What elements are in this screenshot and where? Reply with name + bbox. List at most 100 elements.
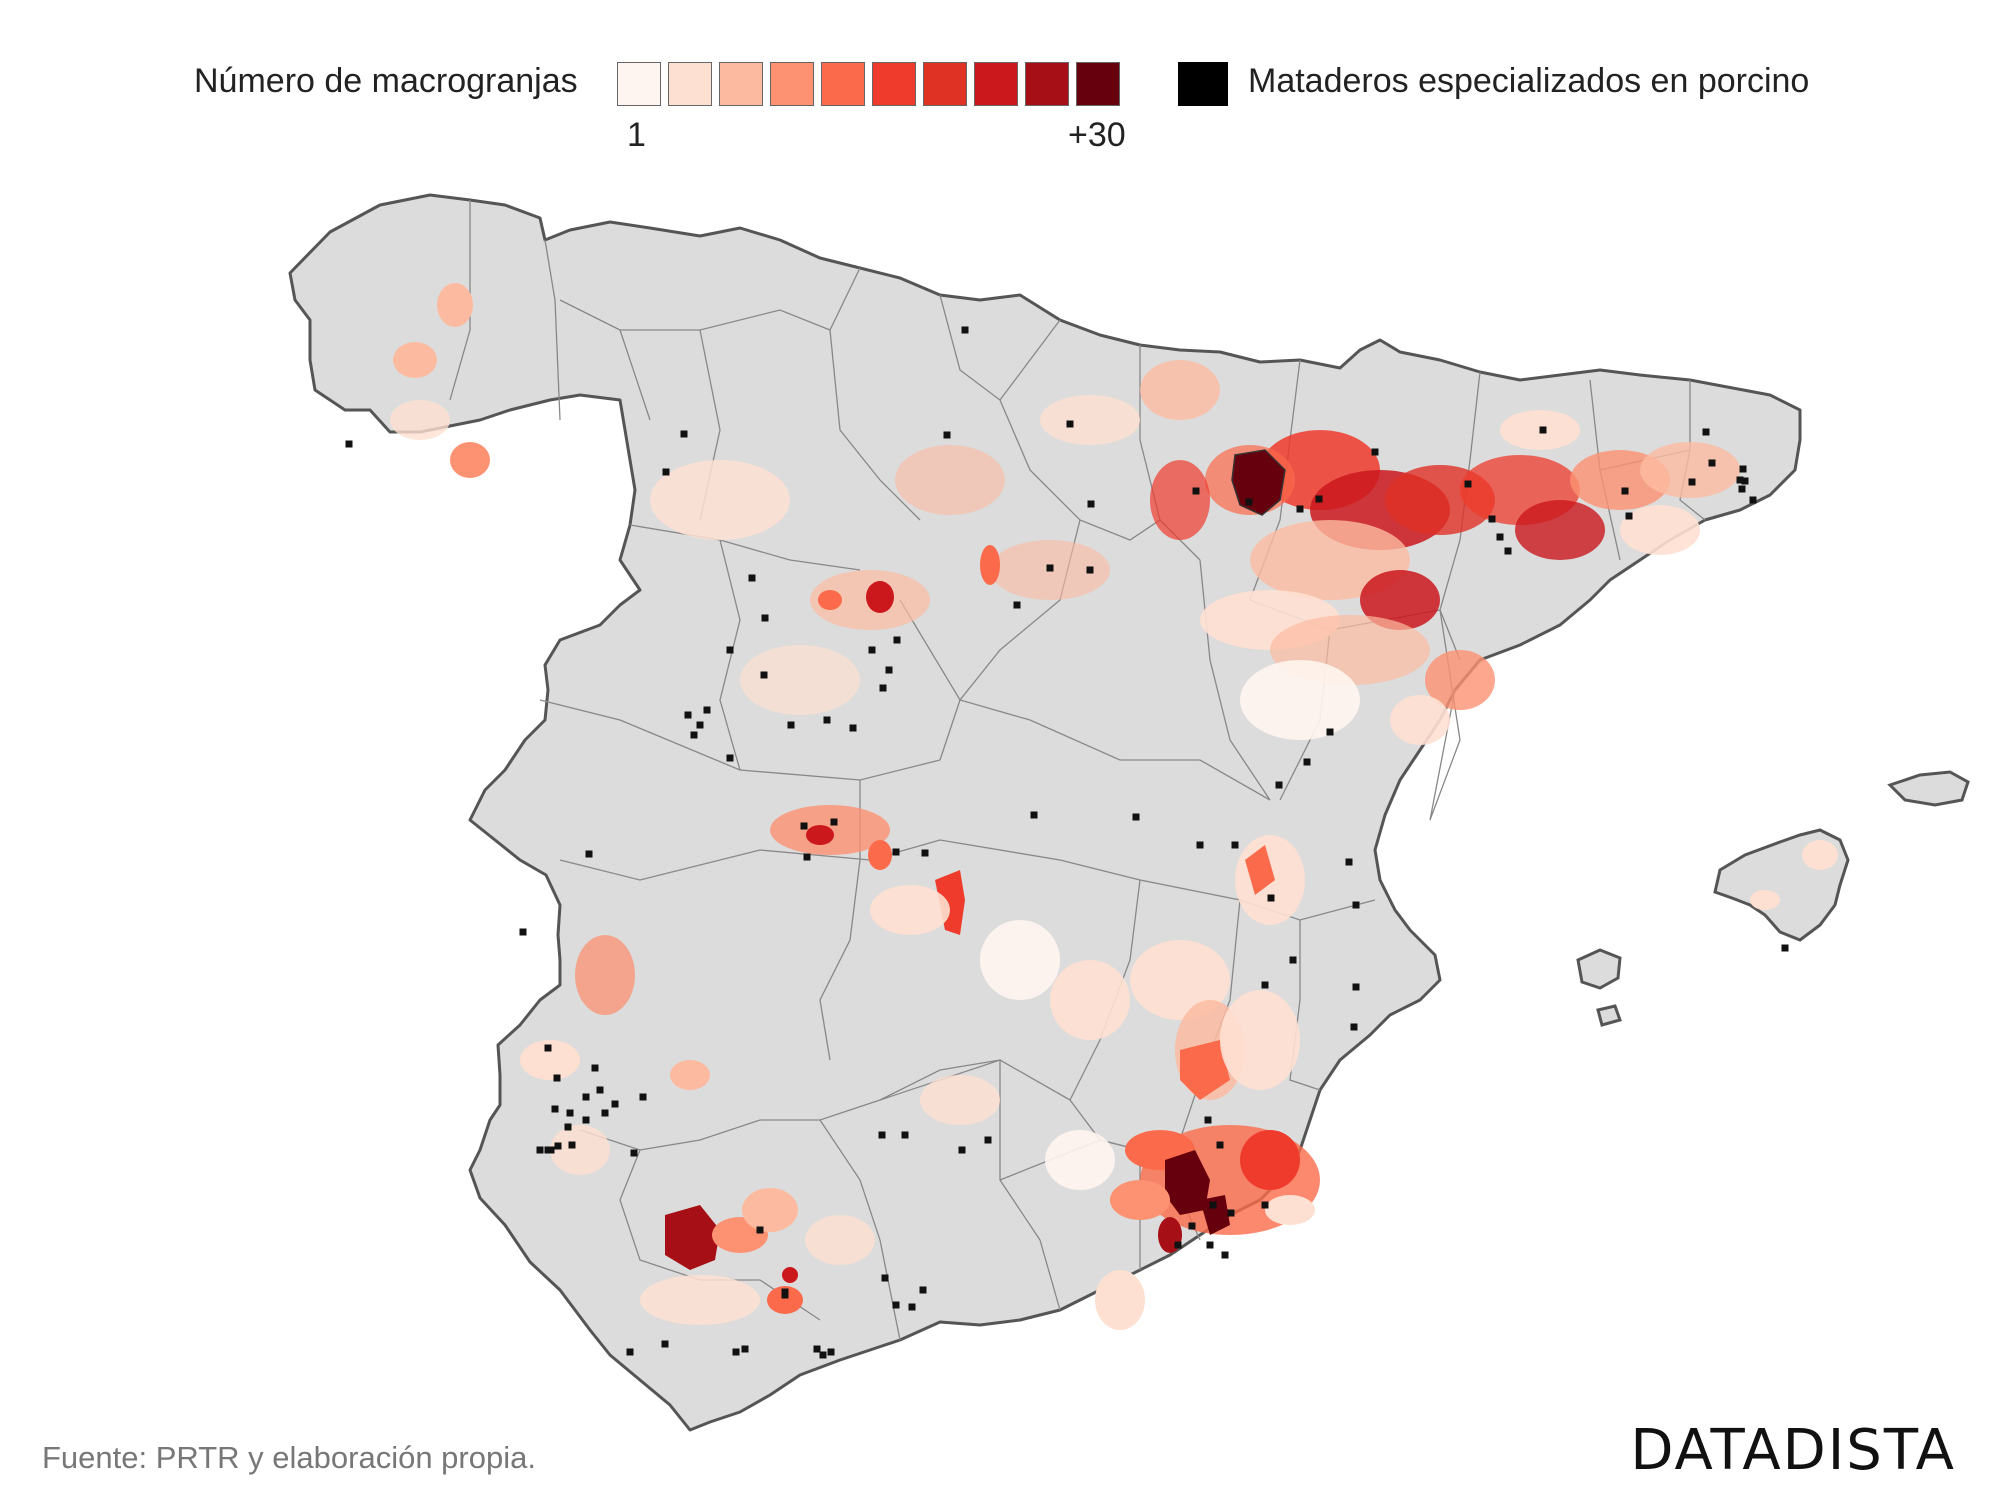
- province-border: [899, 599, 1271, 801]
- slaughterhouse-marker: [819, 1351, 827, 1359]
- slaughterhouse-marker: [748, 574, 756, 582]
- slaughterhouse-marker: [1174, 1241, 1182, 1249]
- slaughterhouse-marker: [1013, 601, 1021, 609]
- slaughterhouse-marker: [1736, 476, 1744, 484]
- slaughterhouse-marker: [760, 671, 768, 679]
- galicia-cluster: [390, 283, 490, 478]
- province-border: [539, 699, 941, 781]
- province-border: [620, 267, 861, 331]
- slaughterhouse-marker: [1345, 858, 1353, 866]
- slaughterhouse-marker: [813, 1345, 821, 1353]
- slaughterhouse-marker: [885, 666, 893, 674]
- slaughterhouse-marker: [1688, 478, 1696, 486]
- slaughterhouse-marker: [1371, 448, 1379, 456]
- red-municipality-toledo: [935, 870, 965, 935]
- castilla-la-mancha-cluster: [770, 805, 1305, 1100]
- slaughterhouse-marker: [921, 849, 929, 857]
- slaughterhouse-marker: [1352, 901, 1360, 909]
- slaughterhouse-marker: [1030, 811, 1038, 819]
- slaughterhouse-marker: [553, 1074, 561, 1082]
- slaughterhouse-marker: [892, 1301, 900, 1309]
- formentera-island: [1596, 1004, 1622, 1027]
- slaughterhouse-marker: [893, 636, 901, 644]
- legend-max-label: +30: [1068, 116, 1126, 154]
- ramp-swatch-8: [974, 62, 1018, 106]
- slaughterhouse-marker: [919, 1286, 927, 1294]
- slaughterhouse-marker: [1738, 485, 1746, 493]
- slaughterhouse-marker: [868, 646, 876, 654]
- slaughterhouse-marker: [564, 1123, 572, 1131]
- darkest-municipality-lorca: [1165, 1150, 1210, 1215]
- slaughterhouse-marker: [596, 1086, 604, 1094]
- slaughterhouse-marker: [1086, 566, 1094, 574]
- slaughterhouse-marker: [585, 850, 593, 858]
- slaughterhouse-marker: [1488, 515, 1496, 523]
- slaughterhouse-marker: [639, 1093, 647, 1101]
- legend-farms-title: Número de macrogranjas: [194, 62, 578, 100]
- slaughterhouse-marker: [1275, 781, 1283, 789]
- slaughterhouse-marker: [591, 1064, 599, 1072]
- slaughterhouse-marker: [536, 1146, 544, 1154]
- slaughterhouse-marker: [684, 711, 692, 719]
- slaughterhouse-marker: [1261, 1201, 1269, 1209]
- ramp-swatch-7: [923, 62, 967, 106]
- orange-municipality-albacete: [1180, 1040, 1230, 1100]
- slaughterhouse-marker: [1352, 983, 1360, 991]
- slaughterhouse-marker: [661, 1340, 669, 1348]
- slaughterhouse-marker: [345, 440, 353, 448]
- slaughterhouse-swatch: [1178, 62, 1228, 106]
- darkred-municipality-sevilla: [665, 1205, 720, 1270]
- slaughterhouse-marker: [961, 326, 969, 334]
- slaughterhouse-marker: [741, 1345, 749, 1353]
- ramp-swatch-5: [821, 62, 865, 106]
- slaughterhouse-marker: [849, 724, 857, 732]
- slaughterhouse-marker: [1464, 480, 1472, 488]
- province-border: [629, 524, 861, 571]
- ramp-swatch-6: [872, 62, 916, 106]
- slaughterhouse-marker: [1261, 981, 1269, 989]
- slaughterhouse-marker: [1296, 505, 1304, 513]
- slaughterhouse-marker: [1539, 426, 1547, 434]
- slaughterhouse-marker: [881, 1274, 889, 1282]
- balearic-fills: [1750, 840, 1838, 910]
- slaughterhouse-marker: [1741, 477, 1749, 485]
- slaughterhouse-marker: [726, 754, 734, 762]
- andalucia-cluster: [520, 935, 1115, 1325]
- land-group: [288, 193, 1970, 1432]
- slaughterhouse-marker: [547, 1146, 555, 1154]
- slaughterhouse-marker: [1046, 564, 1054, 572]
- slaughterhouse-markers: [345, 326, 1789, 1359]
- slaughterhouse-marker: [803, 853, 811, 861]
- municipality-fills: [390, 283, 1838, 1330]
- slaughterhouse-marker: [1196, 841, 1204, 849]
- slaughterhouse-marker: [756, 1226, 764, 1234]
- ramp-swatch-9: [1025, 62, 1069, 106]
- slaughterhouse-marker: [680, 430, 688, 438]
- slaughterhouse-marker: [732, 1348, 740, 1356]
- slaughterhouse-marker: [1326, 728, 1334, 736]
- province-border: [619, 1149, 821, 1321]
- slaughterhouse-marker: [1781, 944, 1789, 952]
- slaughterhouse-marker: [1221, 1251, 1229, 1259]
- slaughterhouse-marker: [892, 848, 900, 856]
- slaughterhouse-marker: [1231, 841, 1239, 849]
- slaughterhouse-marker: [519, 928, 527, 936]
- ramp-swatch-10: [1076, 62, 1120, 106]
- slaughterhouse-marker: [908, 1303, 916, 1311]
- province-border: [544, 239, 561, 421]
- mainland-spain: [288, 193, 1802, 1432]
- darkest-municipality-murcia: [1200, 1195, 1230, 1235]
- slaughterhouse-marker: [984, 1136, 992, 1144]
- slaughterhouse-marker: [1204, 1116, 1212, 1124]
- slaughterhouse-marker: [1496, 533, 1504, 541]
- slaughterhouse-marker: [943, 431, 951, 439]
- slaughterhouse-marker: [878, 1131, 886, 1139]
- slaughterhouse-marker: [568, 1141, 576, 1149]
- province-border: [1439, 371, 1481, 661]
- source-note: Fuente: PRTR y elaboración propia.: [42, 1440, 536, 1475]
- ibiza-island: [1576, 948, 1622, 990]
- slaughterhouse-marker: [830, 818, 838, 826]
- ramp-swatch-1: [617, 62, 661, 106]
- slaughterhouse-marker: [958, 1146, 966, 1154]
- aragon-catalonia-cluster: [1140, 360, 1740, 745]
